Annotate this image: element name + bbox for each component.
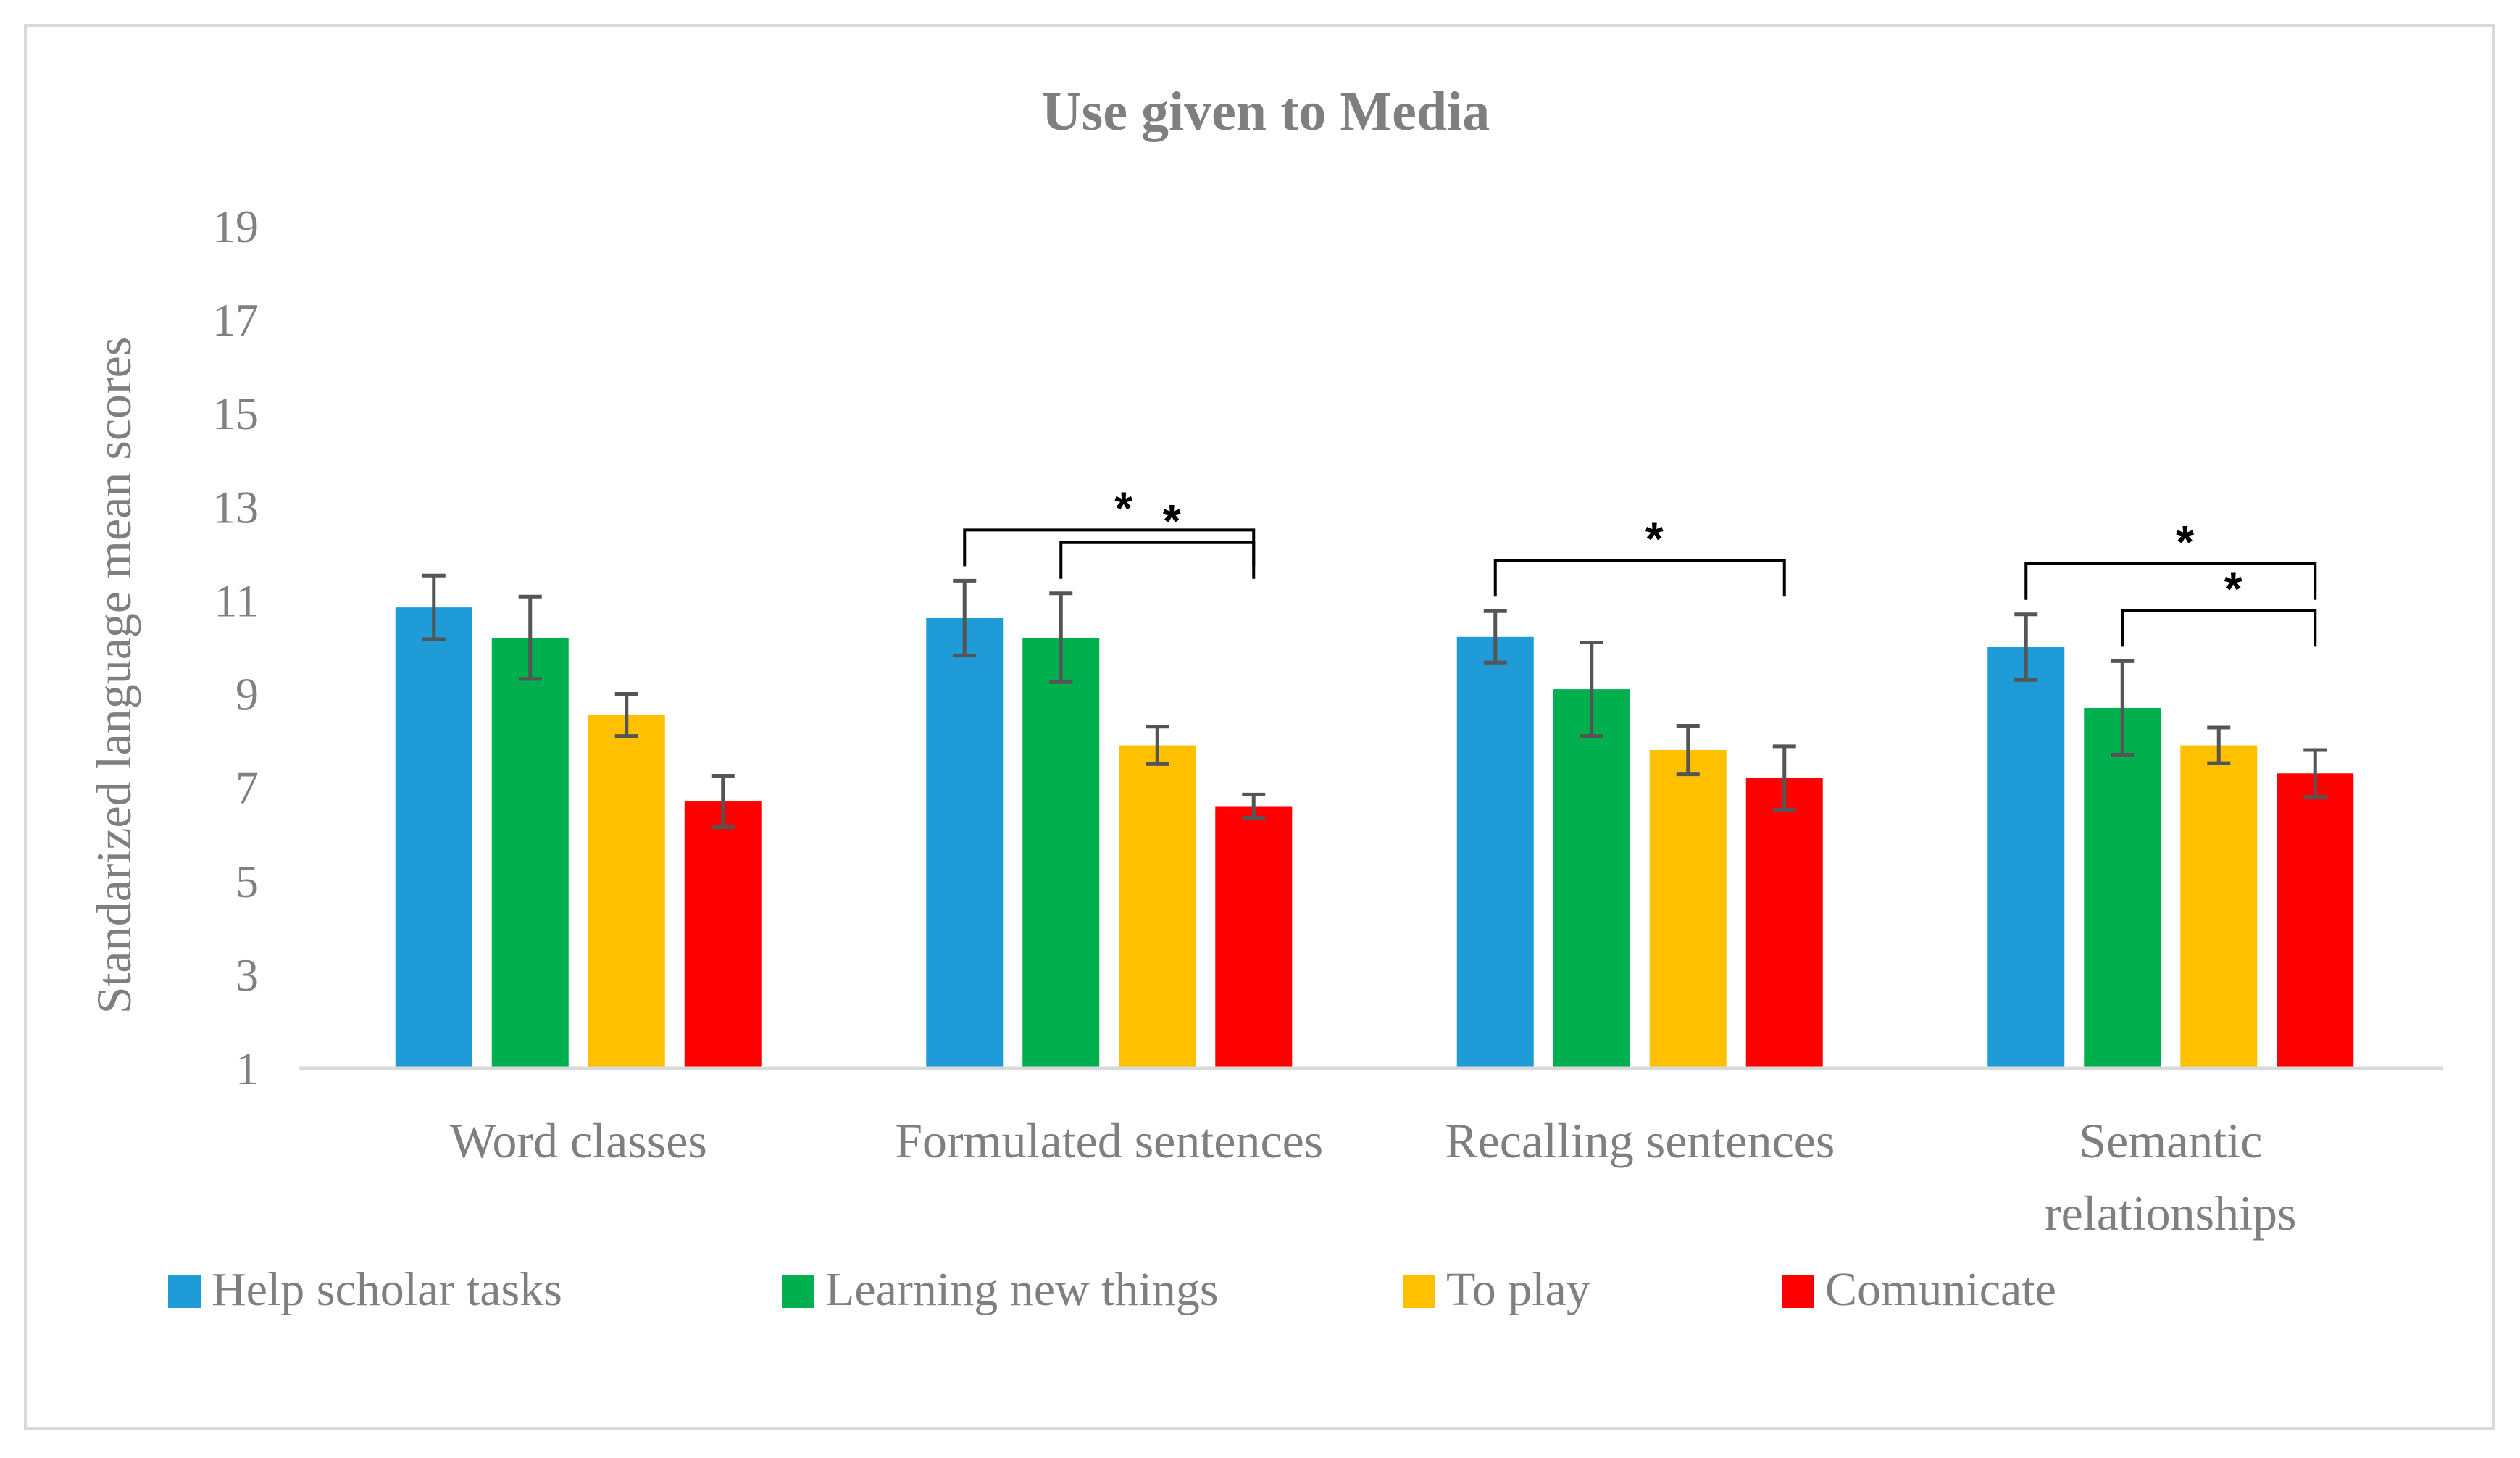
significance-bracket	[2121, 609, 2317, 647]
y-tick-label: 19	[212, 201, 259, 252]
legend-swatch	[168, 1275, 201, 1308]
significance-bracket	[963, 528, 1256, 567]
bar	[1649, 750, 1727, 1068]
y-tick-label: 15	[212, 388, 259, 439]
legend-label: Comunicate	[1825, 1263, 2056, 1316]
significance-label: *	[1645, 512, 1664, 565]
bar	[1987, 647, 2065, 1068]
bar	[1215, 806, 1293, 1068]
legend-swatch	[1782, 1275, 1814, 1308]
legend-swatch	[782, 1275, 814, 1308]
bar	[1553, 689, 1630, 1068]
y-tick-label: 7	[235, 762, 259, 814]
bar	[1456, 636, 1534, 1068]
significance-label: *	[1114, 482, 1132, 534]
bar	[1745, 778, 1823, 1068]
x-tick-label: Recalling sentences	[1445, 1113, 1835, 1168]
bar	[395, 607, 472, 1068]
significance-label: *	[2224, 562, 2242, 615]
legend-swatch	[1403, 1275, 1435, 1308]
x-tick-label: Formulated sentences	[895, 1113, 1323, 1168]
y-tick-label: 17	[212, 294, 259, 346]
legend-label: Learning new things	[825, 1263, 1219, 1316]
bar-chart: Use given to Media Standarized language …	[86, 81, 2443, 1316]
bar	[2084, 707, 2161, 1068]
y-tick-label: 13	[212, 481, 259, 533]
bar	[1022, 638, 1100, 1068]
significance-bracket	[1493, 559, 1786, 597]
y-tick-label: 3	[235, 949, 259, 1001]
y-tick-label: 5	[235, 856, 259, 907]
x-tick-label: relationships	[2045, 1186, 2297, 1241]
chart-frame: Use given to Media Standarized language …	[24, 24, 2495, 1430]
legend: Help scholar tasks Learning new things To …	[168, 1263, 2056, 1316]
significance-bracket	[1059, 541, 1256, 579]
chart-title: Use given to Media	[1042, 81, 1490, 142]
bar	[2180, 745, 2258, 1068]
y-tick-label: 11	[214, 575, 259, 626]
x-tick-label: Word classes	[450, 1113, 707, 1168]
significance-label: *	[2176, 516, 2194, 568]
bar	[2277, 773, 2354, 1068]
x-tick-label: Semantic	[2079, 1113, 2262, 1168]
y-tick-label: 9	[235, 669, 259, 720]
bar	[1119, 745, 1196, 1068]
significance-bracket	[2024, 562, 2317, 600]
bar	[684, 801, 762, 1068]
legend-label: Help scholar tasks	[212, 1263, 562, 1316]
y-axis-label: Standarized language mean scores	[86, 337, 141, 1015]
bar	[588, 715, 665, 1068]
y-tick-label: 1	[235, 1043, 259, 1094]
significance-label: *	[1163, 495, 1181, 547]
legend-label: To play	[1446, 1263, 1590, 1316]
bar	[491, 638, 569, 1068]
bar	[926, 617, 1004, 1068]
